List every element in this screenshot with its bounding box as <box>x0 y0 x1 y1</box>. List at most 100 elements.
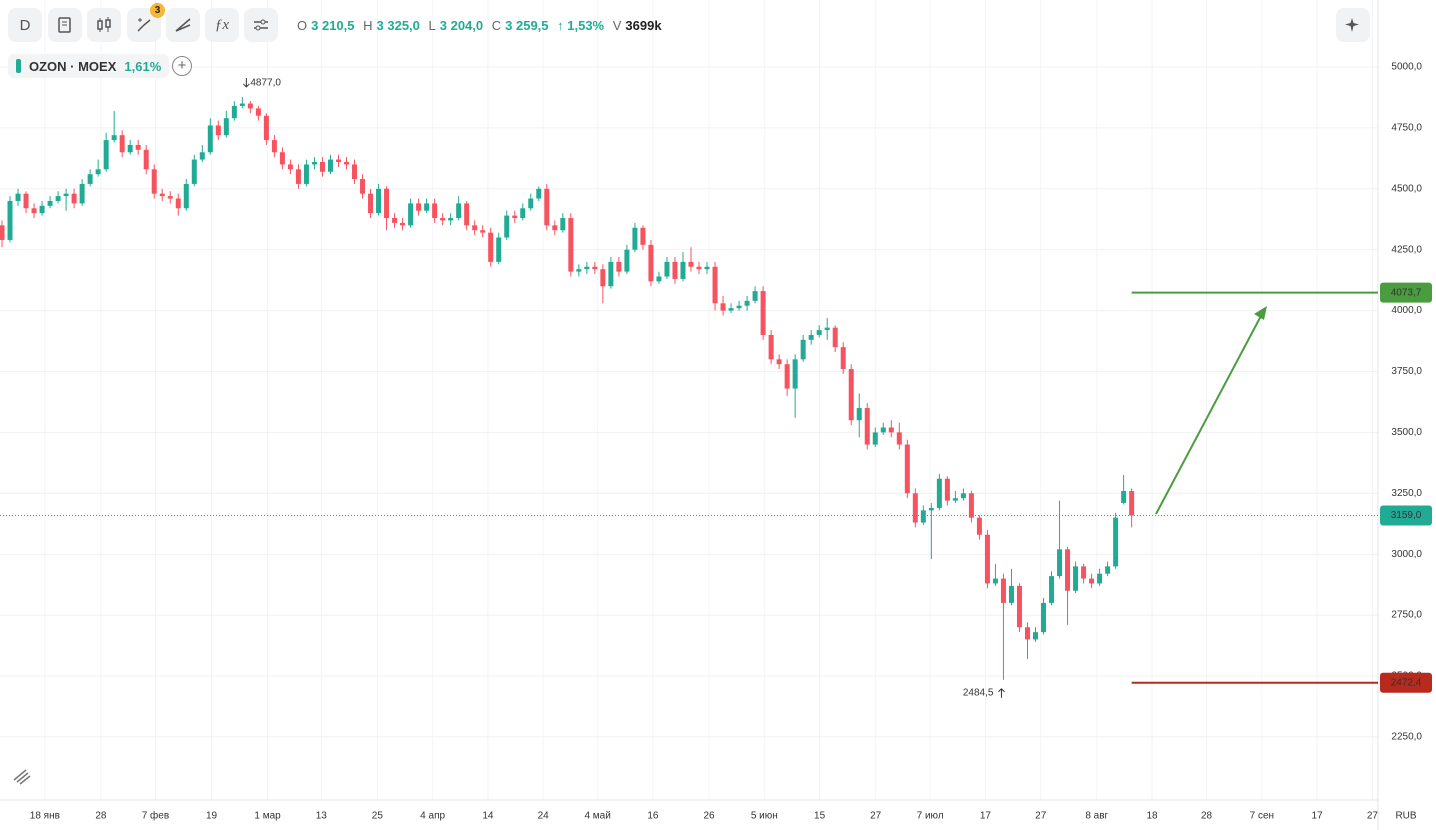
level-label: 4073,7 <box>1391 287 1422 298</box>
candle-body <box>624 249 630 272</box>
ai-button[interactable] <box>1336 8 1370 42</box>
y-tick-label: 3000,0 <box>1391 549 1422 560</box>
draw-tool[interactable] <box>13 769 31 785</box>
x-tick-label: 27 <box>1367 811 1379 822</box>
candle-body <box>928 507 934 511</box>
candle-body <box>159 193 165 197</box>
candle-body <box>872 432 878 445</box>
candle-body <box>800 339 806 360</box>
candle-body <box>71 193 77 204</box>
candle-body <box>239 103 245 106</box>
drawing-button[interactable] <box>166 8 200 42</box>
candle-body <box>464 203 470 226</box>
level-label: 2472,4 <box>1391 677 1422 688</box>
x-tick-label: 24 <box>538 811 550 822</box>
candle-body <box>416 203 422 211</box>
x-tick-label: 14 <box>482 811 494 822</box>
candle-body <box>856 408 862 421</box>
candle-body <box>1008 585 1014 603</box>
last-price-label: 3159,0 <box>1391 510 1422 521</box>
candle-body <box>936 478 942 508</box>
candle-body <box>1057 549 1063 577</box>
candle-body <box>824 327 830 331</box>
candle-body <box>15 193 21 201</box>
x-tick-label: 5 июн <box>751 811 778 822</box>
candle-body <box>968 493 974 518</box>
candle-body <box>488 232 494 262</box>
x-tick-label: 16 <box>647 811 659 822</box>
x-tick-label: 27 <box>1035 811 1047 822</box>
candle-body <box>400 222 406 226</box>
add-symbol[interactable]: + <box>172 56 192 76</box>
candle-body <box>1097 573 1103 584</box>
x-tick-label: 17 <box>1312 811 1324 822</box>
candle-body <box>832 327 838 348</box>
volume: 3699k <box>625 18 662 33</box>
candle-body <box>480 230 486 233</box>
symbol-change: 1,61% <box>124 58 162 74</box>
candle-body <box>1129 490 1135 516</box>
candle-body <box>448 218 454 221</box>
y-tick-label: 2750,0 <box>1391 610 1422 621</box>
candle-body <box>207 125 213 153</box>
x-tick-label: 4 апр <box>420 811 445 822</box>
formula-button[interactable]: ƒx <box>205 8 239 42</box>
candle-body <box>223 118 229 136</box>
candle-body <box>95 169 101 175</box>
legend[interactable]: OZON · MOEX 1,61% <box>8 54 170 78</box>
candle-body <box>536 188 542 199</box>
candle-body <box>1073 566 1079 591</box>
candle-body <box>360 179 366 194</box>
candle-body <box>776 359 782 365</box>
candle-body <box>600 269 606 287</box>
x-tick-label: 17 <box>980 811 992 822</box>
chart-type-button[interactable] <box>87 8 121 42</box>
candle-body <box>760 291 766 335</box>
y-tick-label: 4500,0 <box>1391 183 1422 194</box>
candle-body <box>680 261 686 279</box>
x-tick-label: 27 <box>870 811 882 822</box>
candle-body <box>368 193 374 214</box>
candle-body <box>63 193 69 197</box>
candle-body <box>744 300 750 306</box>
candle-body <box>712 266 718 304</box>
candle-body <box>352 164 358 180</box>
x-tick-label: 13 <box>316 811 328 822</box>
candle-body <box>167 196 173 199</box>
candle-body <box>688 261 694 267</box>
candle-body <box>263 115 269 141</box>
candle-body <box>976 517 982 535</box>
level-tag <box>1380 282 1432 303</box>
x-tick-label: 28 <box>1201 811 1213 822</box>
candle-body <box>1121 490 1127 503</box>
y-tick-label: 2250,0 <box>1391 732 1422 743</box>
candle-body <box>247 103 253 109</box>
candle-body <box>432 203 438 219</box>
currency: RUB <box>1395 811 1416 822</box>
x-tick-label: 19 <box>206 811 218 822</box>
candle-body <box>560 218 566 231</box>
candle-body <box>1033 632 1038 640</box>
x-tick-label: 1 мар <box>254 811 281 822</box>
candle-body <box>1089 578 1095 584</box>
candle-body <box>656 276 662 282</box>
candle-body <box>736 305 742 309</box>
candle-body <box>408 203 414 226</box>
settings-button[interactable] <box>244 8 278 42</box>
candle-body <box>31 208 37 214</box>
candle-body <box>504 215 510 238</box>
candle-body <box>792 359 798 389</box>
x-tick-label: 7 фев <box>142 810 169 822</box>
candle-body <box>1049 576 1055 603</box>
candle-body <box>0 225 5 240</box>
change: ↑ 1,53% <box>557 18 605 33</box>
candle-body <box>1016 585 1022 628</box>
y-tick-label: 5000,0 <box>1391 62 1422 73</box>
candle-body <box>335 159 341 162</box>
indicators-button[interactable]: 3 <box>127 3 165 42</box>
interval-button[interactable]: D <box>8 8 42 42</box>
template-button[interactable] <box>48 8 82 42</box>
candle-body <box>303 164 309 184</box>
